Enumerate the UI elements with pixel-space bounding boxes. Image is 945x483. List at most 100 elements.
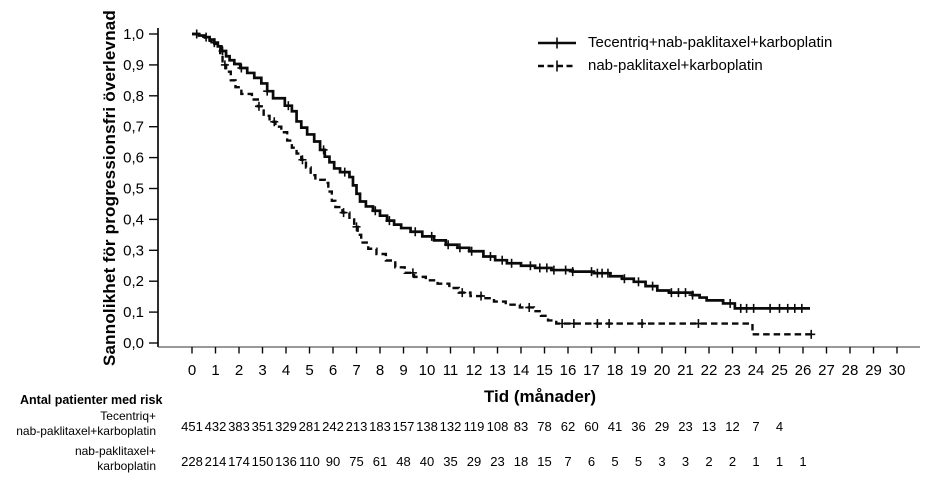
- x-tick-label: 20: [654, 362, 671, 379]
- risk-count: 3: [658, 454, 665, 469]
- risk-count: 119: [464, 419, 485, 434]
- x-tick-label: 5: [305, 362, 313, 379]
- risk-count: 242: [322, 419, 344, 434]
- x-tick-label: 26: [795, 362, 812, 379]
- x-axis-title: Tid (månader): [483, 387, 597, 406]
- risk-row-label-line: karboplatin: [97, 458, 156, 473]
- risk-count: 23: [678, 419, 692, 434]
- risk-row-label-line: nab-paklitaxel+: [74, 444, 156, 458]
- risk-count: 18: [514, 454, 528, 469]
- x-tick-label: 1: [211, 362, 219, 379]
- risk-count: 6: [588, 454, 595, 469]
- risk-count: 23: [490, 454, 504, 469]
- risk-count: 35: [443, 454, 457, 469]
- risk-count: 62: [561, 419, 575, 434]
- curve-nab-paklitaxel: [192, 32, 816, 339]
- risk-count: 150: [252, 454, 274, 469]
- risk-count: 36: [631, 419, 645, 434]
- risk-count: 157: [393, 419, 415, 434]
- risk-count: 432: [205, 419, 227, 434]
- x-tick-label: 3: [258, 362, 266, 379]
- x-tick-label: 7: [352, 362, 360, 379]
- x-tick-label: 8: [376, 362, 384, 379]
- legend-label-tecentriq: Tecentriq+nab-paklitaxel+karboplatin: [588, 34, 833, 51]
- risk-counts-row-2: 228 214 174 150 136 110 90 75 61 48 40 35 29 23 18 15 7 6…: [181, 454, 806, 469]
- legend: Tecentriq+nab-paklitaxel+karboplatin nab…: [537, 31, 832, 77]
- risk-count: 228: [181, 454, 203, 469]
- x-tick-label: 12: [466, 362, 483, 379]
- risk-row-label-line: Tecentriq+: [100, 409, 156, 423]
- y-tick-label: 0,1: [123, 304, 144, 321]
- risk-count: 78: [537, 419, 551, 434]
- y-axis-title: Sannolikhet för progressionsfri överlevn…: [100, 9, 119, 367]
- risk-count: 4: [776, 419, 783, 434]
- risk-count: 13: [702, 419, 716, 434]
- risk-count: 7: [752, 419, 759, 434]
- risk-count: 5: [611, 454, 618, 469]
- risk-count: 15: [537, 454, 551, 469]
- risk-count: 41: [608, 419, 622, 434]
- legend-dashed-line-icon: [538, 60, 576, 71]
- risk-count: 29: [655, 419, 669, 434]
- risk-count: 90: [326, 454, 340, 469]
- legend-item-tecentriq: Tecentriq+nab-paklitaxel+karboplatin: [537, 31, 832, 54]
- x-tick-labels: 0 1 2 3 4 5 6 7 8 9 10 11 12 13 14 15 16 17 18 19 20 21 22 23 24…: [188, 347, 906, 379]
- x-tick-label: 24: [748, 362, 765, 379]
- risk-count: 48: [396, 454, 410, 469]
- risk-count: 281: [299, 419, 321, 434]
- risk-count: 183: [369, 419, 391, 434]
- y-tick-label: 0,4: [123, 211, 144, 228]
- legend-solid-line-icon: [538, 37, 576, 48]
- risk-count: 75: [349, 454, 363, 469]
- x-tick-label: 19: [630, 362, 647, 379]
- legend-label-nab-paklitaxel: nab-paklitaxel+karboplatin: [588, 57, 763, 74]
- risk-count: 1: [752, 454, 759, 469]
- x-tick-label: 21: [677, 362, 694, 379]
- x-tick-label: 6: [329, 362, 337, 379]
- y-tick-labels: 1,0 0,9 0,8 0,7 0,6 0,5 0,4 0,3 0,2 0,1 0,0: [123, 26, 158, 352]
- x-tick-label: 18: [607, 362, 624, 379]
- x-tick-label: 9: [399, 362, 407, 379]
- y-tick-label: 0,0: [123, 335, 144, 352]
- risk-count: 108: [487, 419, 509, 434]
- risk-count: 110: [299, 454, 320, 469]
- risk-count: 329: [275, 419, 297, 434]
- x-tick-label: 23: [724, 362, 741, 379]
- risk-count: 1: [799, 454, 806, 469]
- risk-count: 7: [564, 454, 571, 469]
- curve-tecentriq: [192, 29, 811, 313]
- risk-count: 213: [346, 419, 368, 434]
- x-tick-label: 4: [282, 362, 290, 379]
- risk-row-label-tecentriq: Tecentriq+ nab-paklitaxel+karboplatin: [16, 409, 156, 438]
- x-tick-label: 28: [842, 362, 859, 379]
- x-tick-label: 17: [583, 362, 600, 379]
- x-tick-label: 0: [188, 362, 196, 379]
- y-tick-label: 0,5: [123, 181, 144, 198]
- y-tick-label: 0,6: [123, 150, 144, 167]
- risk-count: 12: [725, 419, 739, 434]
- axes: [157, 28, 920, 348]
- risk-count: 29: [467, 454, 481, 469]
- risk-count: 383: [228, 419, 250, 434]
- x-tick-label: 25: [771, 362, 788, 379]
- risk-count: 136: [275, 454, 297, 469]
- x-tick-label: 11: [443, 362, 459, 379]
- x-tick-label: 22: [701, 362, 718, 379]
- risk-count: 214: [205, 454, 227, 469]
- risk-count: 61: [373, 454, 387, 469]
- y-tick-label: 0,3: [123, 242, 144, 259]
- risk-row-label-nab-paklitaxel: nab-paklitaxel+ karboplatin: [75, 444, 156, 473]
- x-tick-label: 30: [889, 362, 906, 379]
- x-tick-label: 15: [536, 362, 553, 379]
- y-tick-label: 0,9: [123, 57, 144, 74]
- risk-count: 83: [514, 419, 528, 434]
- risk-counts-row-1: 451 432 383 351 329 281 242 213 183 157 138 132 119 1…: [181, 419, 783, 434]
- x-tick-label: 29: [865, 362, 882, 379]
- x-tick-label: 16: [560, 362, 577, 379]
- risk-count: 1: [776, 454, 783, 469]
- risk-count: 40: [420, 454, 434, 469]
- risk-count: 2: [729, 454, 736, 469]
- risk-count: 132: [440, 419, 462, 434]
